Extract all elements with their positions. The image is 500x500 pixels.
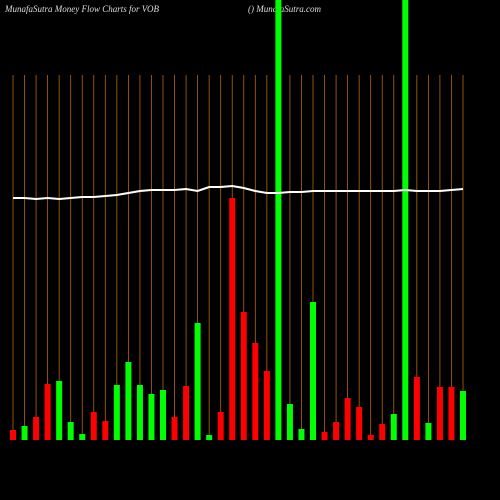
bar <box>44 384 51 440</box>
chart-subtitle: () MunafaSutra.com <box>248 4 321 14</box>
bar <box>217 412 224 440</box>
bar <box>413 377 420 440</box>
bar <box>252 343 259 440</box>
bar <box>310 302 316 440</box>
bar <box>148 394 155 440</box>
bar <box>56 381 63 440</box>
bar <box>113 385 120 440</box>
bar <box>183 386 190 440</box>
price-line <box>13 184 464 201</box>
bar <box>67 422 74 440</box>
bar <box>206 435 213 440</box>
bar <box>240 312 247 440</box>
bar <box>425 423 432 440</box>
bar <box>171 417 178 440</box>
bar <box>275 0 282 440</box>
bar <box>321 432 328 440</box>
bar <box>344 398 351 440</box>
bar <box>390 414 397 440</box>
bar <box>379 424 386 440</box>
bar <box>460 391 466 440</box>
bar <box>10 430 16 440</box>
bar <box>286 404 293 440</box>
bar <box>229 198 236 440</box>
bar <box>102 421 109 440</box>
bar <box>160 390 166 440</box>
bar <box>263 371 270 440</box>
bar <box>356 407 363 440</box>
bar <box>333 422 340 440</box>
chart-title: MunafaSutra Money Flow Charts for VOB <box>4 4 159 14</box>
bar <box>194 323 201 440</box>
bar <box>21 426 28 440</box>
bar <box>367 435 374 440</box>
bar <box>33 417 40 440</box>
bar <box>402 0 409 440</box>
bar <box>136 385 143 440</box>
bar <box>436 387 443 440</box>
bar <box>298 429 305 440</box>
bar <box>448 387 455 440</box>
bar <box>125 362 132 440</box>
bar <box>90 412 97 440</box>
bar <box>79 434 86 440</box>
